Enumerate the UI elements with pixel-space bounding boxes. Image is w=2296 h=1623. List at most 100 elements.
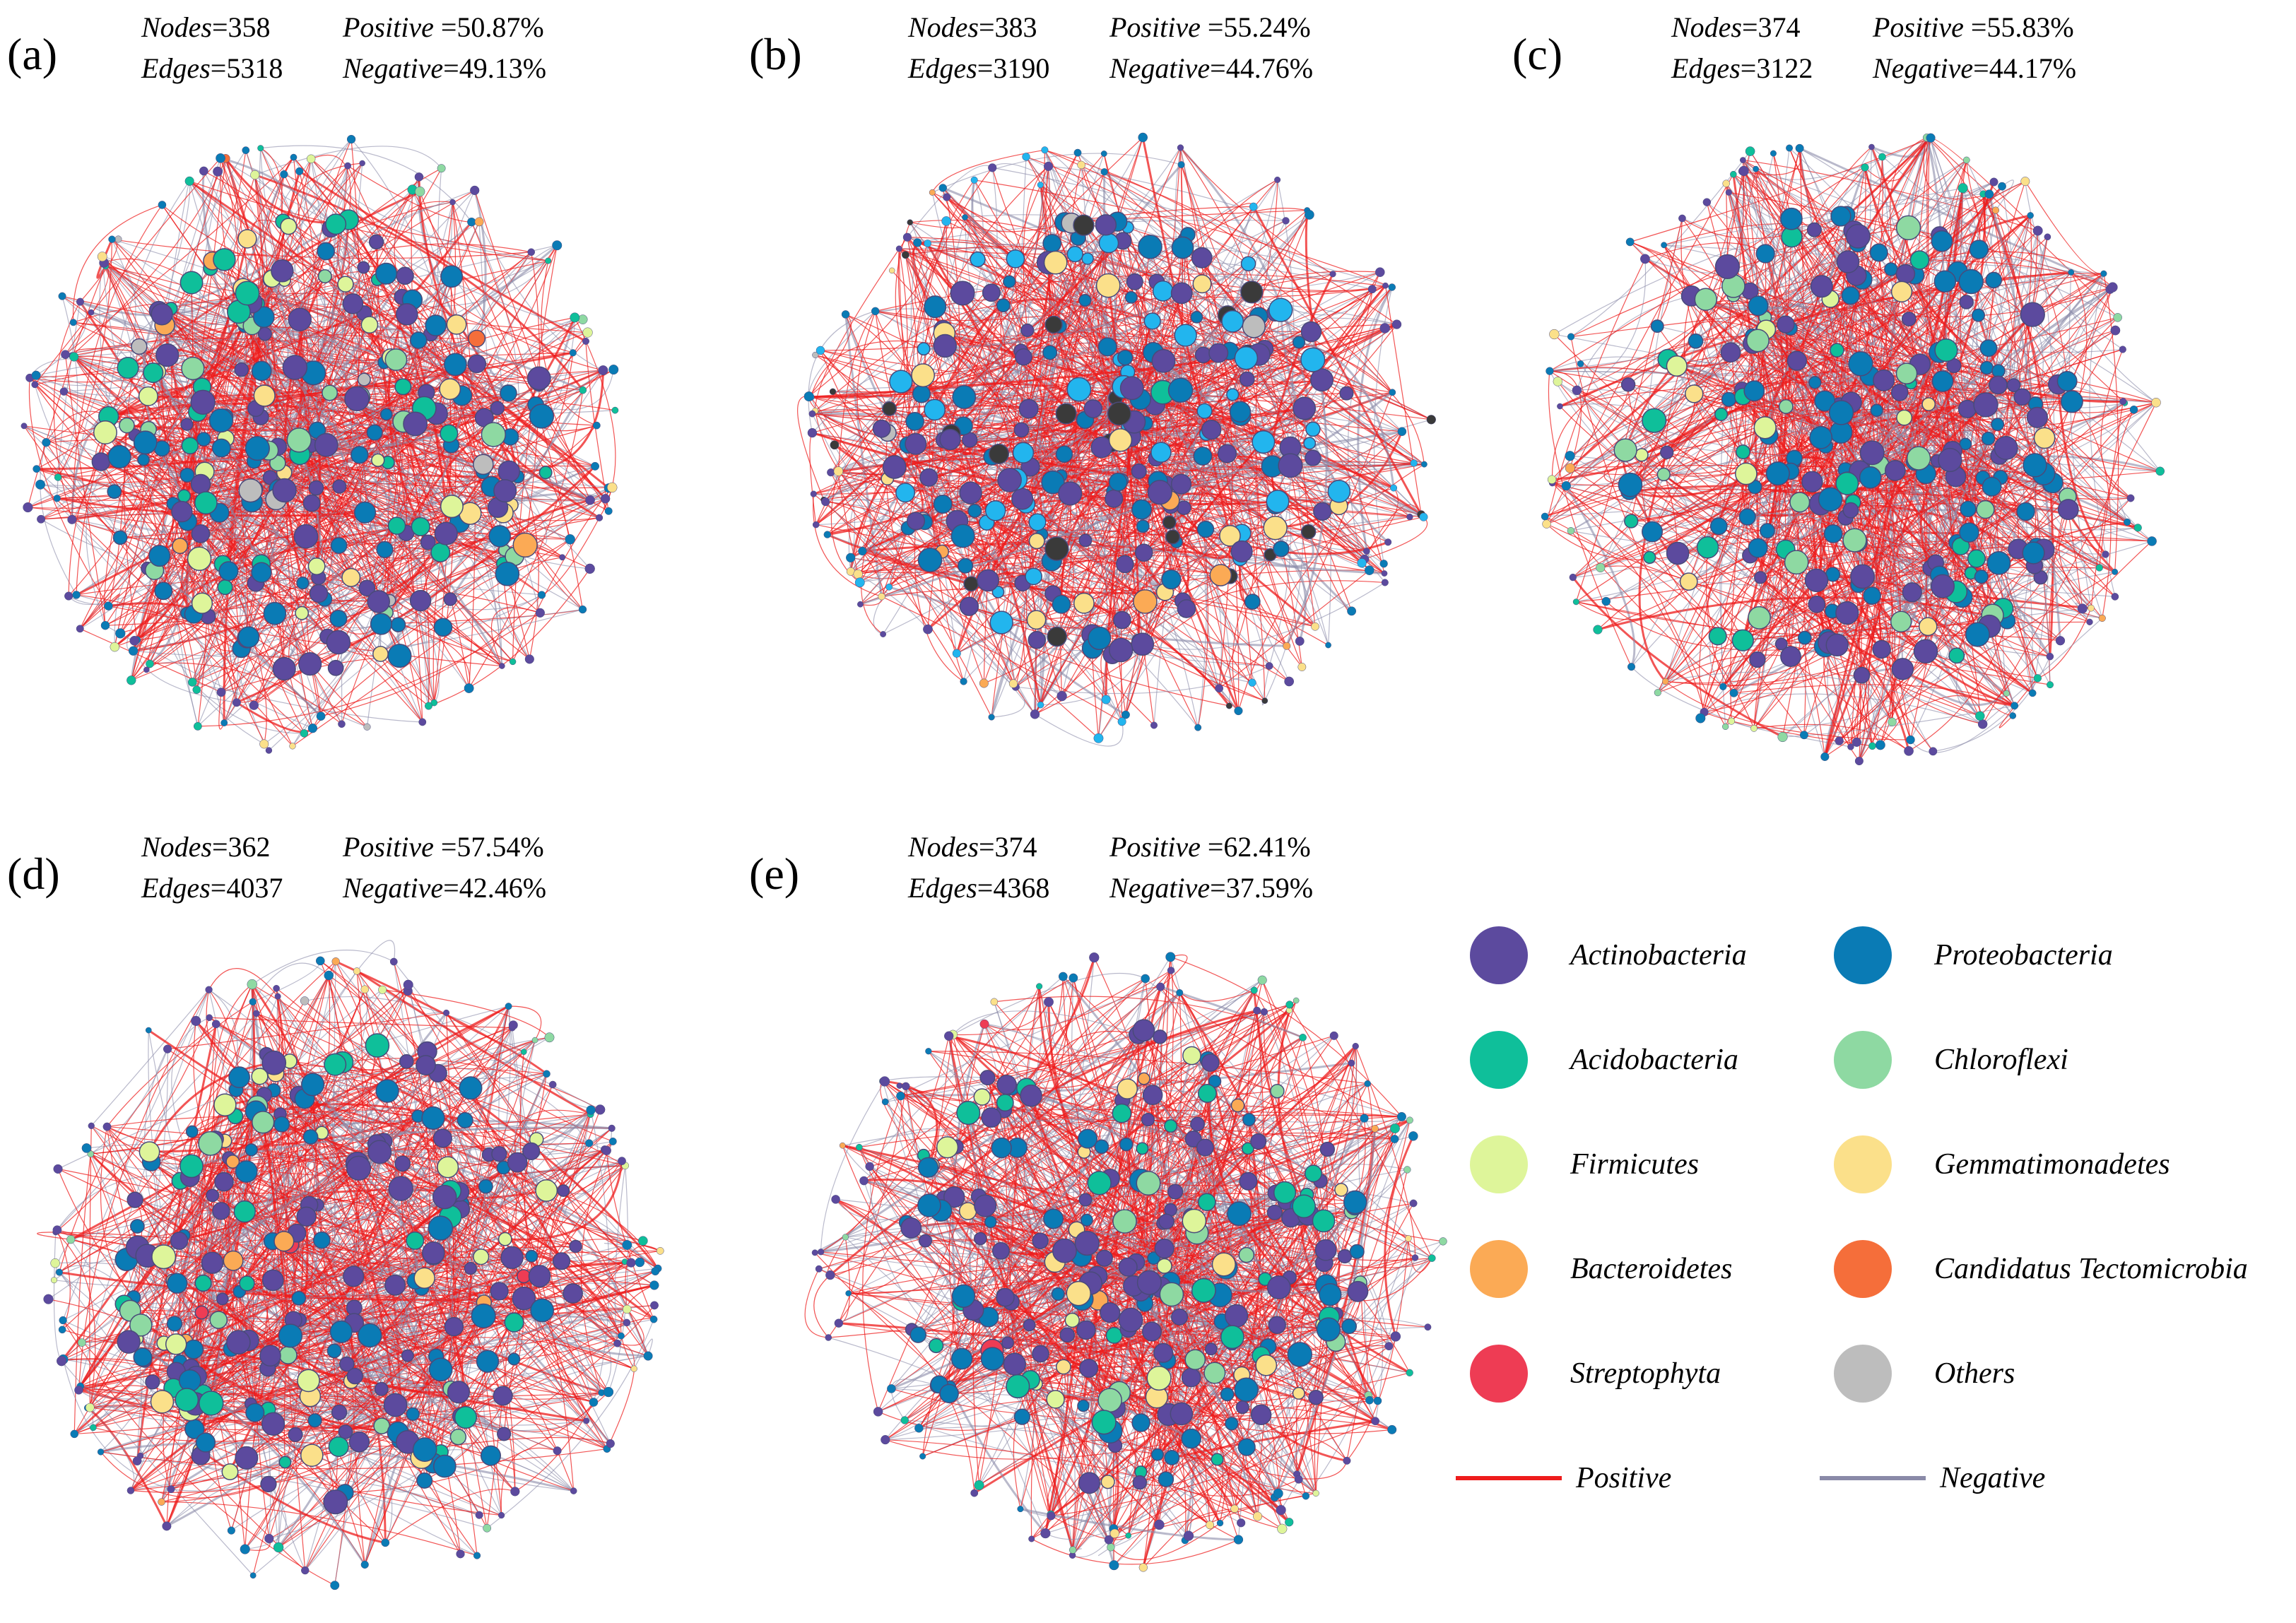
negative-edge <box>1298 341 1395 488</box>
network-node <box>1116 555 1134 574</box>
network-node <box>1284 676 1295 687</box>
positive-edge <box>1942 381 2038 679</box>
network-node <box>1300 524 1317 540</box>
network-node <box>1845 223 1871 249</box>
network-node <box>289 743 296 750</box>
network-node <box>1965 622 1990 647</box>
network-node <box>829 388 837 395</box>
positive-edge <box>1741 281 1946 641</box>
network-node <box>1842 502 1859 519</box>
network-node <box>403 411 428 437</box>
network-node <box>418 718 427 726</box>
network-node <box>1194 346 1212 364</box>
network-node <box>1688 333 1704 349</box>
network-node <box>468 329 486 348</box>
network-node <box>1037 182 1044 189</box>
network-node <box>1042 234 1062 253</box>
positive-edge <box>1765 146 1872 318</box>
negative-edge <box>154 569 285 669</box>
network-node <box>444 353 467 377</box>
negative-edge <box>1027 329 1305 409</box>
negative-edge <box>850 331 1312 558</box>
positive-edge <box>79 312 365 630</box>
network-node <box>959 481 982 504</box>
positive-edge <box>130 1216 451 1491</box>
network-node <box>1171 236 1194 259</box>
positive-edge <box>432 1117 532 1257</box>
network-node <box>307 557 326 575</box>
network-node <box>1097 337 1117 357</box>
network-node <box>446 314 467 335</box>
network-node <box>608 365 619 375</box>
network-node <box>93 420 117 445</box>
network-node <box>1161 569 1182 590</box>
network-node <box>1694 288 1717 311</box>
network-node <box>251 562 272 583</box>
positive-edge <box>2099 401 2124 568</box>
network-node <box>1234 706 1243 716</box>
network-node <box>88 309 95 316</box>
network-node <box>604 507 613 515</box>
positive-edge <box>1844 469 1896 722</box>
negative-edge <box>1035 714 1124 747</box>
network-node <box>2055 636 2066 646</box>
network-node <box>2126 494 2135 502</box>
network-node <box>309 584 329 603</box>
network-node <box>1297 663 1307 671</box>
positive-edge <box>189 180 610 489</box>
network-node <box>329 609 348 627</box>
network-node <box>1801 471 1823 492</box>
network-node <box>332 479 347 494</box>
edges-value: =3190 <box>977 52 1050 84</box>
network-node <box>410 331 428 349</box>
network-node <box>1041 470 1065 495</box>
positive-edge <box>1850 458 1919 748</box>
network-node <box>300 729 309 738</box>
positive-edge <box>1104 171 1397 325</box>
negative-edge <box>53 1232 62 1362</box>
positive-edge <box>374 432 470 689</box>
network-node <box>812 351 819 359</box>
network-node <box>1117 717 1126 726</box>
negative-edge <box>1557 381 1743 453</box>
network-node <box>2124 518 2131 526</box>
positive-label: Positive <box>343 831 434 863</box>
network-node <box>552 240 563 251</box>
positive-edge <box>1052 324 1162 454</box>
positive-edge <box>1549 370 1582 468</box>
network-node <box>2044 233 2051 241</box>
network-node <box>1266 490 1290 514</box>
positive-edge <box>970 290 1164 584</box>
network-graph <box>37 940 664 1590</box>
network-node <box>1028 513 1047 531</box>
negative-edge <box>832 386 1146 424</box>
network-node <box>911 363 936 388</box>
network-node <box>114 235 122 243</box>
network-node <box>1971 308 1986 322</box>
network-node <box>1847 743 1854 750</box>
network-node <box>151 303 173 326</box>
network-node <box>337 276 354 293</box>
network-node <box>807 427 818 438</box>
network-node <box>2113 313 2122 322</box>
network-node <box>1981 431 1996 446</box>
network-node <box>1906 735 1915 745</box>
positive-value: =57.54% <box>433 831 544 863</box>
network-node <box>1174 324 1197 347</box>
network-node <box>69 319 77 326</box>
negative-edge <box>907 179 1278 529</box>
network-node <box>1081 252 1094 265</box>
network-node <box>1748 606 1771 630</box>
network-node <box>1225 702 1232 709</box>
negative-edge <box>223 506 452 565</box>
network-node <box>1853 666 1871 684</box>
network-node <box>1131 499 1152 520</box>
positive-edge <box>813 494 882 597</box>
positive-edge <box>914 262 1049 422</box>
network-node <box>1131 632 1155 656</box>
network-node <box>154 582 173 601</box>
negative-edge <box>1104 171 1276 314</box>
network-node <box>933 334 958 358</box>
negative-edge <box>310 158 457 325</box>
positive-edge <box>1847 483 1871 762</box>
